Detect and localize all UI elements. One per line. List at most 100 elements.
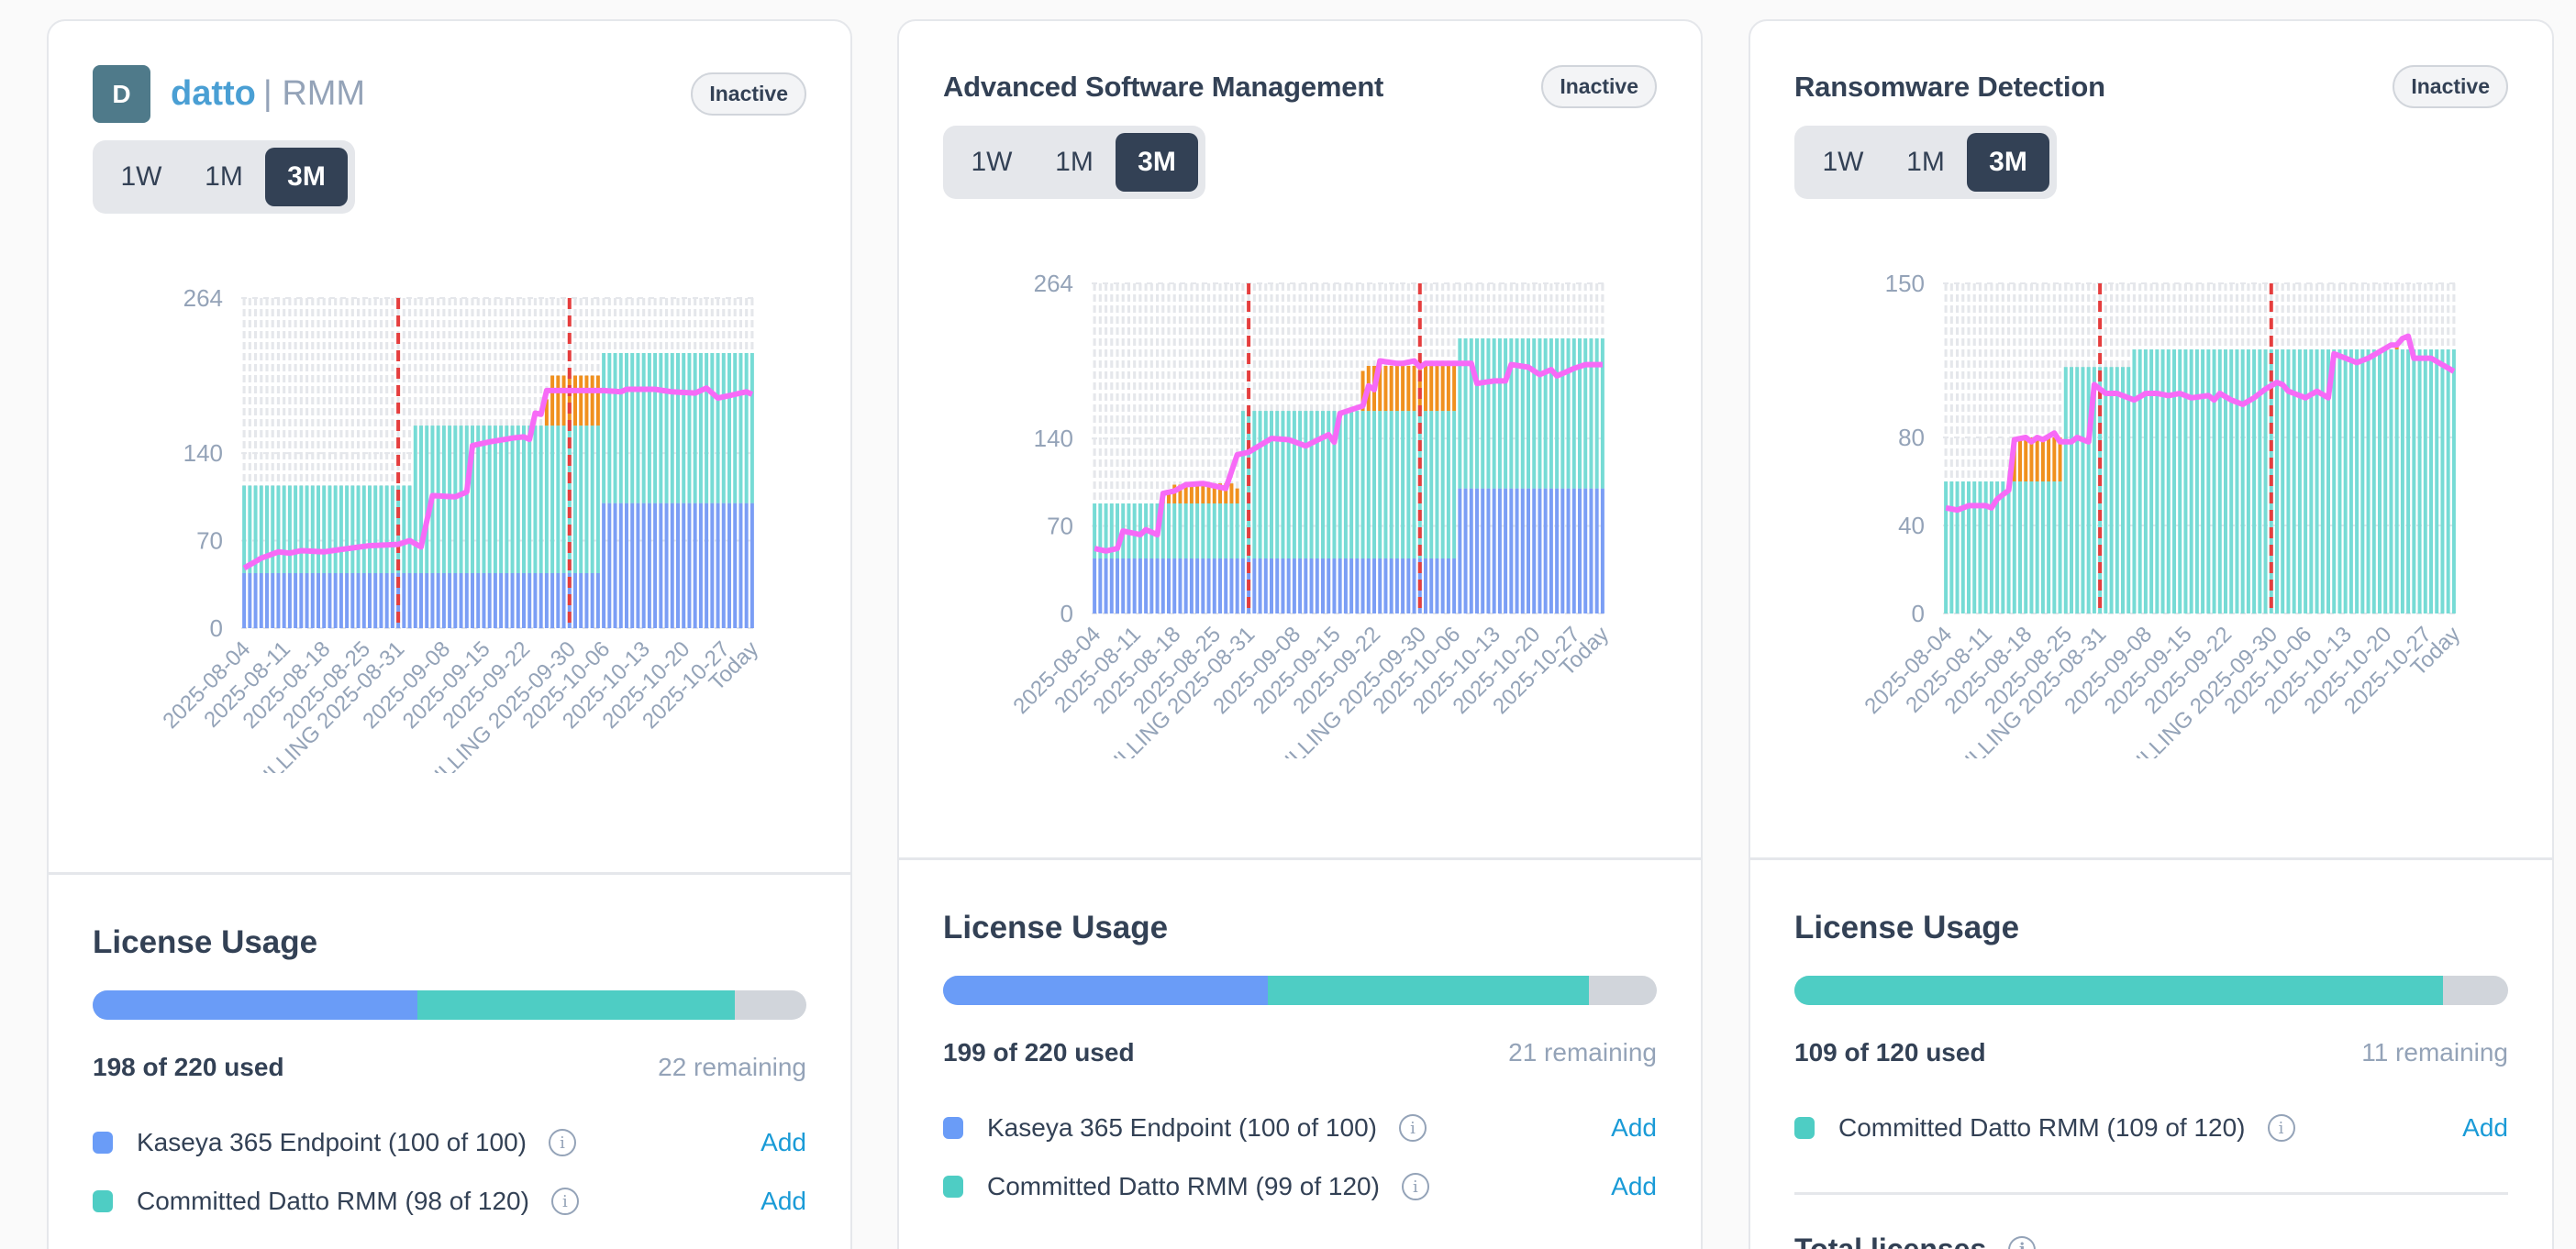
- license-item-label: Committed Datto RMM (98 of 120): [137, 1187, 529, 1215]
- range-3m-button[interactable]: 3M: [265, 148, 348, 206]
- add-license-link[interactable]: Add: [2462, 1113, 2508, 1142]
- bar-committed: [533, 426, 538, 573]
- bar-endpoint: [527, 573, 532, 628]
- bar-committed: [2332, 349, 2337, 613]
- bar-committed: [1532, 338, 1537, 489]
- bar-endpoint: [1275, 558, 1280, 613]
- range-3m-button[interactable]: 3M: [1116, 133, 1198, 192]
- bar-endpoint: [1355, 558, 1360, 613]
- license-usage-bar: [943, 976, 1657, 1005]
- y-tick-label: 140: [183, 439, 223, 467]
- range-1m-button[interactable]: 1M: [205, 161, 243, 192]
- range-selector: 1W 1M 3M: [93, 140, 355, 214]
- bar-endpoint: [664, 503, 669, 628]
- range-1w-button[interactable]: 1W: [1822, 147, 1864, 177]
- bar-committed: [2070, 367, 2073, 613]
- range-1m-button[interactable]: 1M: [1055, 147, 1094, 177]
- info-icon[interactable]: i: [2008, 1235, 2037, 1249]
- bar-committed: [441, 426, 446, 573]
- bar-committed: [271, 485, 275, 573]
- bar-overage: [2029, 437, 2034, 481]
- bar-endpoint: [1315, 558, 1319, 613]
- bar-committed: [1321, 411, 1325, 558]
- info-icon[interactable]: i: [1401, 1173, 1429, 1200]
- bar-endpoint: [1144, 558, 1149, 613]
- bar-endpoint: [1093, 558, 1097, 613]
- add-license-link[interactable]: Add: [761, 1187, 806, 1215]
- bar-committed: [1327, 411, 1331, 558]
- add-license-link[interactable]: Add: [761, 1128, 806, 1156]
- bar-committed: [390, 485, 394, 573]
- bar-committed: [573, 426, 577, 573]
- bar-endpoint: [316, 573, 320, 628]
- bar-committed: [2040, 481, 2045, 613]
- bar-committed: [2429, 349, 2433, 613]
- bar-endpoint: [1589, 488, 1593, 613]
- bar-committed: [1360, 411, 1365, 558]
- bar-committed: [2224, 349, 2227, 613]
- info-icon[interactable]: i: [1398, 1114, 1427, 1142]
- bar-committed: [676, 353, 680, 503]
- bar-committed: [1452, 411, 1457, 558]
- bar-overage: [2058, 437, 2062, 481]
- bar-endpoint: [522, 573, 526, 628]
- range-1w-button[interactable]: 1W: [120, 161, 162, 192]
- info-icon[interactable]: i: [548, 1129, 576, 1156]
- bar-endpoint: [636, 503, 640, 628]
- bar-endpoint: [1327, 558, 1331, 613]
- bar-endpoint: [1394, 558, 1399, 613]
- bar-committed: [476, 426, 481, 573]
- bar-committed: [1463, 338, 1468, 489]
- card-title: Advanced Software Management: [943, 70, 1384, 103]
- bar-endpoint: [1252, 558, 1257, 613]
- bar-endpoint: [716, 503, 720, 628]
- bar-overage: [1224, 483, 1228, 503]
- range-1w-button[interactable]: 1W: [971, 147, 1013, 177]
- bar-endpoint: [1183, 558, 1188, 613]
- bar-committed: [2086, 367, 2091, 613]
- bar-committed: [1189, 503, 1194, 558]
- bar-committed: [2252, 349, 2257, 613]
- info-icon[interactable]: i: [2267, 1114, 2295, 1142]
- bar-committed: [2132, 349, 2137, 613]
- bar-endpoint: [1527, 488, 1530, 613]
- usage-bar-segment-committed: [416, 990, 736, 1020]
- bar-committed: [253, 485, 258, 573]
- add-license-link[interactable]: Add: [1611, 1113, 1657, 1142]
- bar-committed: [407, 485, 412, 573]
- bar-committed: [516, 426, 520, 573]
- bar-endpoint: [539, 573, 543, 628]
- range-1m-button[interactable]: 1M: [1906, 147, 1945, 177]
- bar-endpoint: [1452, 558, 1457, 613]
- card-header: Ransomware Detection Inactive: [1794, 65, 2508, 108]
- y-tick-label: 264: [183, 284, 223, 312]
- bar-committed: [1349, 411, 1354, 558]
- bar-endpoint: [1412, 558, 1416, 613]
- bar-committed: [2104, 367, 2108, 613]
- license-item-label: Committed Datto RMM (109 of 120): [1838, 1113, 2246, 1142]
- bar-endpoint: [1172, 558, 1177, 613]
- bar-endpoint: [471, 573, 474, 628]
- bar-committed: [2240, 349, 2245, 613]
- y-tick-label: 140: [1034, 425, 1073, 452]
- bar-committed: [350, 485, 355, 573]
- bar-endpoint: [618, 503, 623, 628]
- logo-brand: datto: [171, 74, 256, 113]
- bar-committed: [276, 485, 281, 573]
- bar-endpoint: [436, 573, 440, 628]
- bar-committed: [402, 485, 406, 573]
- bar-endpoint: [1406, 558, 1411, 613]
- bar-endpoint: [1109, 558, 1114, 613]
- bar-committed: [1258, 411, 1262, 558]
- y-tick-label: 0: [1912, 600, 1925, 627]
- range-3m-button[interactable]: 3M: [1967, 133, 2049, 192]
- bar-committed: [310, 485, 315, 573]
- add-license-link[interactable]: Add: [1611, 1172, 1657, 1200]
- bar-overage: [579, 375, 583, 426]
- bar-committed: [2286, 349, 2291, 613]
- bar-endpoint: [1446, 558, 1450, 613]
- bar-committed: [2024, 481, 2028, 613]
- info-icon[interactable]: i: [550, 1188, 579, 1215]
- bar-endpoint: [1349, 558, 1354, 613]
- bar-committed: [1989, 481, 1993, 613]
